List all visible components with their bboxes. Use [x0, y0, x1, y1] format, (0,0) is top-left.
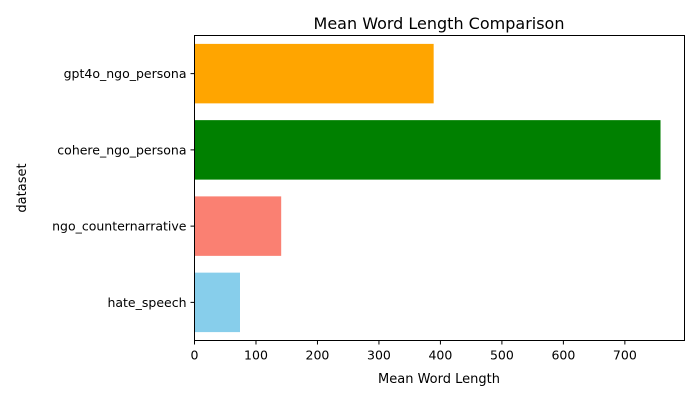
plot-frame [194, 35, 685, 341]
y-tick-label: gpt4o_ngo_persona [64, 66, 187, 81]
y-tick-label: hate_speech [107, 295, 186, 310]
x-axis-ticks: 0 100 200 300 400 500 600 700 [191, 340, 637, 363]
x-axis-label: Mean Word Length [378, 372, 500, 387]
y-tick-label: ngo_counternarrative [52, 219, 187, 234]
x-tick-label: 0 [191, 348, 199, 363]
x-tick-label: 400 [428, 348, 452, 363]
bar-ngo-counternarrative [194, 196, 282, 256]
y-tick-label: cohere_ngo_persona [57, 142, 186, 157]
x-tick-label: 300 [367, 348, 391, 363]
x-tick-label: 700 [613, 348, 637, 363]
bar-cohere-ngo-persona [194, 120, 661, 180]
x-tick-label: 200 [306, 348, 330, 363]
bar-hate-speech [194, 272, 240, 333]
chart-title: Mean Word Length Comparison [314, 14, 565, 33]
x-tick-label: 100 [244, 348, 268, 363]
y-axis-ticks: hate_speech ngo_counternarrative cohere_ng… [52, 66, 195, 310]
x-tick-label: 600 [551, 348, 575, 363]
y-axis-label: dataset [15, 163, 30, 212]
bars-group [194, 43, 661, 333]
x-tick-label: 500 [490, 348, 514, 363]
bar-gpt4o-ngo-persona [194, 43, 434, 104]
